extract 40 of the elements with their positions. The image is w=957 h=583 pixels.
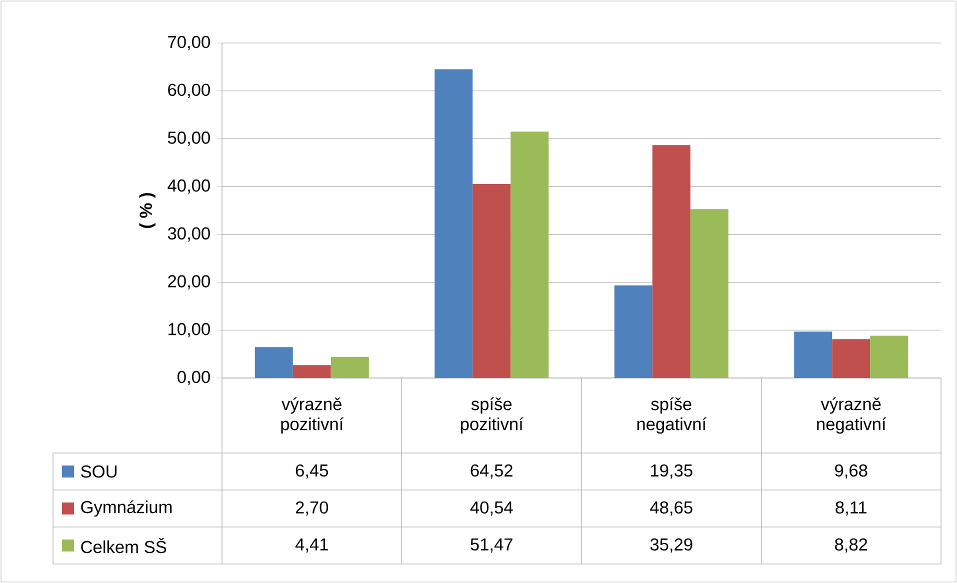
bar	[330, 356, 369, 378]
data-label: 48,65	[650, 501, 692, 516]
y-tick-label: 20,00	[168, 275, 210, 290]
legend-label: Celkem SŠ	[81, 538, 166, 554]
bar	[652, 145, 690, 378]
y-tick-label: 0,00	[178, 370, 210, 386]
x-tick-label: spíše pozitivní	[460, 397, 524, 434]
bar	[254, 347, 293, 378]
legend-label: SOU	[81, 465, 117, 478]
data-label: 8,82	[835, 538, 868, 553]
data-label: 4,41	[295, 538, 328, 553]
bar	[472, 184, 511, 378]
x-tick-label: spíše negativní	[637, 397, 706, 434]
data-label: 6,45	[296, 464, 328, 479]
y-tick-label: 70,00	[168, 36, 210, 50]
data-label: 9,68	[835, 464, 868, 479]
bar	[614, 285, 652, 378]
data-label: 51,47	[470, 538, 512, 553]
bar	[292, 365, 331, 378]
y-tick-label: 50,00	[168, 132, 210, 146]
y-tick-label: 10,00	[168, 322, 210, 338]
bar	[434, 69, 473, 378]
data-label: 19,35	[651, 464, 692, 479]
x-tick-label: výrazně pozitivní	[281, 397, 344, 434]
data-label: 2,70	[296, 501, 328, 516]
bar	[794, 332, 832, 378]
bar	[832, 339, 870, 378]
bar	[510, 132, 549, 378]
y-tick-label: 40,00	[168, 179, 210, 194]
bar	[870, 336, 908, 378]
data-label: 8,11	[836, 501, 867, 516]
data-label: 40,54	[470, 501, 513, 516]
legend-label: Gymnázium	[81, 500, 172, 517]
data-label: 64,52	[470, 464, 512, 479]
y-tick-label: 60,00	[168, 84, 210, 98]
bar	[690, 209, 728, 378]
y-axis-title: ( % )	[139, 193, 156, 228]
x-tick-label: výrazně negativní	[817, 397, 886, 434]
data-label: 35,29	[650, 538, 692, 553]
y-tick-label: 30,00	[168, 227, 210, 242]
